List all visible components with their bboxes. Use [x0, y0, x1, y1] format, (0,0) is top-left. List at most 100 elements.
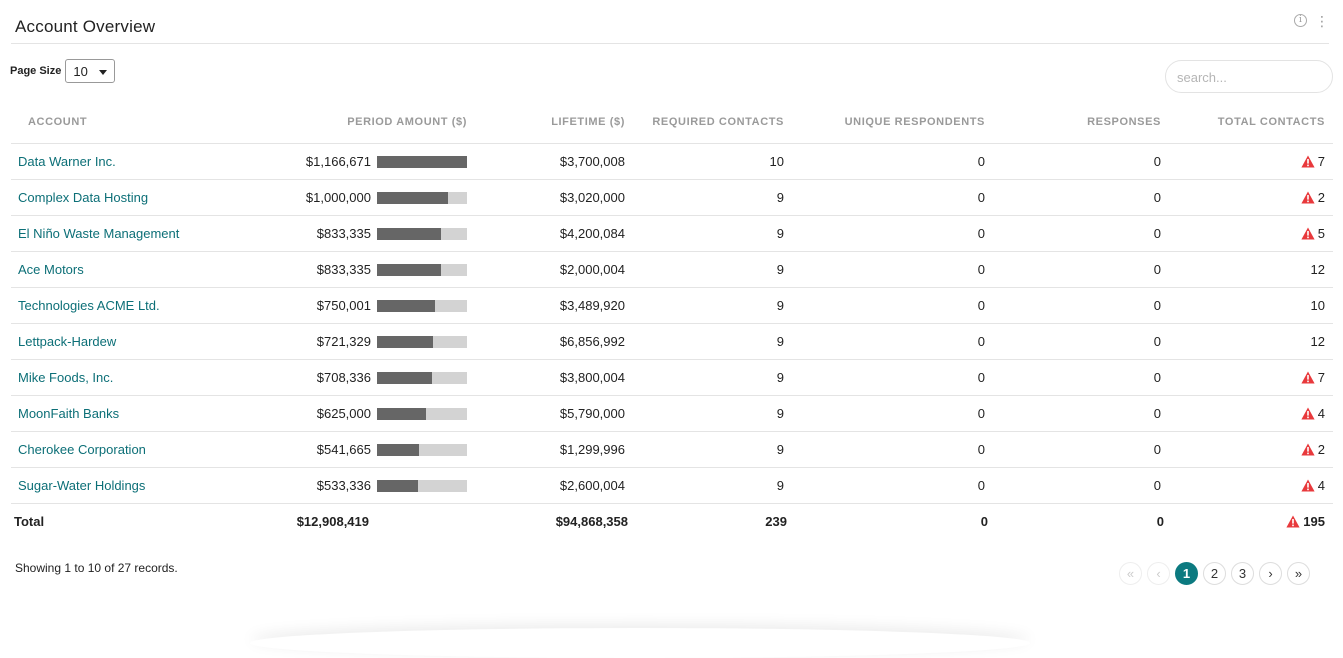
- period-amount-bar: [377, 479, 467, 492]
- first-page-button[interactable]: «: [1119, 562, 1142, 585]
- totals-lifetime: $94,868,358: [555, 513, 628, 529]
- page-button-2[interactable]: 2: [1203, 562, 1226, 585]
- total-contacts-value: 2: [1317, 190, 1325, 205]
- period-amount: $708,336: [316, 370, 371, 385]
- total-contacts-cell: 7: [1169, 143, 1333, 180]
- unique-respondents-cell: 0: [792, 323, 993, 360]
- col-header-required-contacts[interactable]: REQUIRED CONTACTS: [633, 101, 792, 144]
- responses-cell: 0: [993, 287, 1169, 324]
- unique-respondents-cell: 0: [792, 215, 993, 252]
- account-link[interactable]: Technologies ACME Ltd.: [18, 298, 160, 313]
- lifetime-cell: $3,489,920: [473, 287, 633, 324]
- panel-header: Account Overview i ⋮: [11, 0, 1329, 44]
- account-link[interactable]: Lettpack-Hardew: [18, 334, 117, 349]
- col-header-account[interactable]: ACCOUNT: [11, 101, 216, 144]
- page-size-select[interactable]: 10: [65, 59, 116, 83]
- period-amount-bar: [377, 407, 467, 420]
- col-header-lifetime[interactable]: LIFETIME ($): [473, 101, 633, 144]
- responses-cell: 0: [993, 251, 1169, 288]
- previous-page-button[interactable]: ‹: [1147, 562, 1170, 585]
- period-amount: $533,336: [316, 478, 371, 493]
- table-row: Technologies ACME Ltd. $750,001 $3,489,920…: [11, 287, 1333, 324]
- info-icon[interactable]: i: [1294, 14, 1307, 27]
- warning-icon: [1301, 227, 1315, 240]
- period-amount: $833,335: [316, 262, 371, 277]
- responses-cell: 0: [993, 143, 1169, 180]
- responses-cell: 0: [993, 359, 1169, 396]
- page-title: Account Overview: [15, 17, 156, 36]
- totals-total-value: 195: [1303, 513, 1325, 529]
- totals-responses: 0: [1156, 513, 1164, 529]
- account-link[interactable]: Complex Data Hosting: [18, 190, 149, 205]
- accounts-table: ACCOUNT PERIOD AMOUNT ($) LIFETIME ($) R…: [11, 101, 1333, 536]
- total-contacts-value: 5: [1317, 226, 1325, 241]
- unique-respondents-cell: 0: [792, 395, 993, 432]
- period-amount-bar: [377, 263, 467, 276]
- search-input[interactable]: search...: [1165, 60, 1333, 93]
- total-contacts-cell: 4: [1169, 467, 1333, 504]
- total-contacts-cell: 5: [1169, 215, 1333, 252]
- period-amount: $1,000,000: [305, 190, 371, 205]
- total-contacts-value: 2: [1317, 442, 1325, 457]
- total-contacts-value: 10: [1310, 298, 1325, 313]
- page-size-value: 10: [73, 64, 88, 79]
- total-contacts-cell: 12: [1169, 323, 1333, 360]
- unique-respondents-cell: 0: [792, 359, 993, 396]
- required-contacts-cell: 9: [633, 467, 792, 504]
- responses-cell: 0: [993, 323, 1169, 360]
- col-header-responses[interactable]: RESPONSES: [993, 101, 1169, 144]
- period-amount-bar-fill: [377, 407, 426, 420]
- period-amount: $1,166,671: [305, 154, 371, 169]
- pagination: « ‹ 1 2 3 › »: [1119, 562, 1310, 585]
- total-contacts-cell: 2: [1169, 179, 1333, 216]
- lifetime-cell: $6,856,992: [473, 323, 633, 360]
- period-amount-bar-fill: [377, 263, 441, 276]
- account-link[interactable]: El Niño Waste Management: [18, 226, 180, 241]
- required-contacts-cell: 10: [633, 143, 792, 180]
- warning-icon: [1301, 371, 1315, 384]
- unique-respondents-cell: 0: [792, 179, 993, 216]
- period-amount: $721,329: [316, 334, 371, 349]
- account-link[interactable]: Data Warner Inc.: [18, 154, 116, 169]
- unique-respondents-cell: 0: [792, 251, 993, 288]
- total-contacts-cell: 10: [1169, 287, 1333, 324]
- page-button-3[interactable]: 3: [1231, 562, 1254, 585]
- account-link[interactable]: MoonFaith Banks: [18, 406, 120, 421]
- warning-icon: [1301, 443, 1315, 456]
- account-link[interactable]: Sugar-Water Holdings: [18, 478, 146, 493]
- period-amount-bar: [377, 227, 467, 240]
- total-contacts-value: 4: [1317, 478, 1325, 493]
- col-header-period-amount[interactable]: PERIOD AMOUNT ($): [216, 101, 473, 144]
- period-amount-bar: [377, 191, 467, 204]
- account-link[interactable]: Mike Foods, Inc.: [18, 370, 114, 385]
- account-link[interactable]: Cherokee Corporation: [18, 442, 146, 457]
- period-amount: $750,001: [316, 298, 371, 313]
- responses-cell: 0: [993, 467, 1169, 504]
- caret-down-icon: [99, 70, 108, 75]
- next-page-button[interactable]: ›: [1259, 562, 1282, 585]
- period-amount-bar: [377, 443, 467, 456]
- required-contacts-cell: 9: [633, 251, 792, 288]
- lifetime-cell: $2,000,004: [473, 251, 633, 288]
- col-header-unique-respondents[interactable]: UNIQUE RESPONDENTS: [792, 101, 993, 144]
- account-link[interactable]: Ace Motors: [18, 262, 84, 277]
- total-contacts-value: 7: [1317, 370, 1325, 385]
- period-amount-bar: [377, 299, 467, 312]
- required-contacts-cell: 9: [633, 323, 792, 360]
- period-amount-bar-fill: [377, 299, 435, 312]
- last-page-button[interactable]: »: [1287, 562, 1310, 585]
- more-options-icon[interactable]: ⋮: [1315, 12, 1329, 29]
- unique-respondents-cell: 0: [792, 467, 993, 504]
- col-header-total-contacts[interactable]: TOTAL CONTACTS: [1169, 101, 1333, 144]
- period-amount: $541,665: [316, 442, 371, 457]
- table-row: Complex Data Hosting $1,000,000 $3,020,000…: [11, 179, 1333, 216]
- period-amount-bar-fill: [377, 335, 433, 348]
- page-button-1[interactable]: 1: [1175, 562, 1198, 585]
- period-amount-bar-fill: [377, 479, 419, 492]
- table-row: Sugar-Water Holdings $533,336 $2,600,004 9 0…: [11, 467, 1333, 504]
- unique-respondents-cell: 0: [792, 431, 993, 468]
- period-amount-bar-fill: [377, 371, 432, 384]
- table-row: Ace Motors $833,335 $2,000,004 9 0 0 12: [11, 251, 1333, 288]
- records-summary: Showing 1 to 10 of 27 records.: [15, 561, 178, 575]
- required-contacts-cell: 9: [633, 215, 792, 252]
